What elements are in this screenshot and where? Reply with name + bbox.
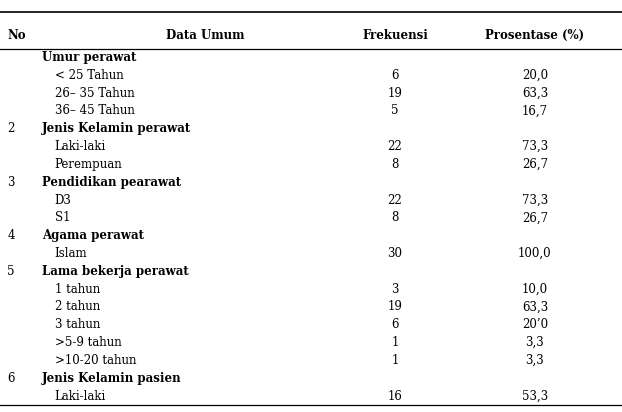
Text: < 25 Tahun: < 25 Tahun bbox=[55, 69, 124, 82]
Text: 19: 19 bbox=[388, 300, 402, 314]
Text: Laki-laki: Laki-laki bbox=[55, 140, 106, 153]
Text: 6: 6 bbox=[391, 318, 399, 331]
Text: 20’0: 20’0 bbox=[522, 318, 548, 331]
Text: 6: 6 bbox=[7, 372, 15, 385]
Text: 3,3: 3,3 bbox=[526, 354, 544, 367]
Text: 8: 8 bbox=[391, 158, 399, 171]
Text: 16: 16 bbox=[388, 390, 402, 403]
Text: 63,3: 63,3 bbox=[522, 300, 548, 314]
Text: 22: 22 bbox=[388, 194, 402, 206]
Text: 19: 19 bbox=[388, 87, 402, 100]
Text: 3: 3 bbox=[391, 283, 399, 296]
Text: 3,3: 3,3 bbox=[526, 336, 544, 349]
Text: 26,7: 26,7 bbox=[522, 211, 548, 225]
Text: Prosentase (%): Prosentase (%) bbox=[485, 28, 585, 42]
Text: 30: 30 bbox=[388, 247, 402, 260]
Text: 8: 8 bbox=[391, 211, 399, 225]
Text: >10-20 tahun: >10-20 tahun bbox=[55, 354, 136, 367]
Text: 1: 1 bbox=[391, 354, 399, 367]
Text: S1: S1 bbox=[55, 211, 70, 225]
Text: 5: 5 bbox=[7, 265, 15, 278]
Text: 3 tahun: 3 tahun bbox=[55, 318, 100, 331]
Text: Perempuan: Perempuan bbox=[55, 158, 123, 171]
Text: Laki-laki: Laki-laki bbox=[55, 390, 106, 403]
Text: Umur perawat: Umur perawat bbox=[42, 51, 137, 64]
Text: 36– 45 Tahun: 36– 45 Tahun bbox=[55, 105, 134, 117]
Text: 100,0: 100,0 bbox=[518, 247, 552, 260]
Text: 10,0: 10,0 bbox=[522, 283, 548, 296]
Text: Islam: Islam bbox=[55, 247, 87, 260]
Text: 3: 3 bbox=[7, 176, 15, 189]
Text: 22: 22 bbox=[388, 140, 402, 153]
Text: 63,3: 63,3 bbox=[522, 87, 548, 100]
Text: No: No bbox=[7, 28, 26, 42]
Text: >5-9 tahun: >5-9 tahun bbox=[55, 336, 121, 349]
Text: 1 tahun: 1 tahun bbox=[55, 283, 100, 296]
Text: 2 tahun: 2 tahun bbox=[55, 300, 100, 314]
Text: Pendidikan pearawat: Pendidikan pearawat bbox=[42, 176, 182, 189]
Text: 6: 6 bbox=[391, 69, 399, 82]
Text: 53,3: 53,3 bbox=[522, 390, 548, 403]
Text: 26– 35 Tahun: 26– 35 Tahun bbox=[55, 87, 134, 100]
Text: Frekuensi: Frekuensi bbox=[362, 28, 428, 42]
Text: 16,7: 16,7 bbox=[522, 105, 548, 117]
Text: Data Umum: Data Umum bbox=[166, 28, 244, 42]
Text: 5: 5 bbox=[391, 105, 399, 117]
Text: D3: D3 bbox=[55, 194, 72, 206]
Text: Jenis Kelamin pasien: Jenis Kelamin pasien bbox=[42, 372, 182, 385]
Text: 2: 2 bbox=[7, 122, 15, 135]
Text: Agama perawat: Agama perawat bbox=[42, 229, 144, 242]
Text: Jenis Kelamin perawat: Jenis Kelamin perawat bbox=[42, 122, 192, 135]
Text: 73,3: 73,3 bbox=[522, 194, 548, 206]
Text: 1: 1 bbox=[391, 336, 399, 349]
Text: 4: 4 bbox=[7, 229, 15, 242]
Text: Lama bekerja perawat: Lama bekerja perawat bbox=[42, 265, 189, 278]
Text: 20,0: 20,0 bbox=[522, 69, 548, 82]
Text: 26,7: 26,7 bbox=[522, 158, 548, 171]
Text: 73,3: 73,3 bbox=[522, 140, 548, 153]
